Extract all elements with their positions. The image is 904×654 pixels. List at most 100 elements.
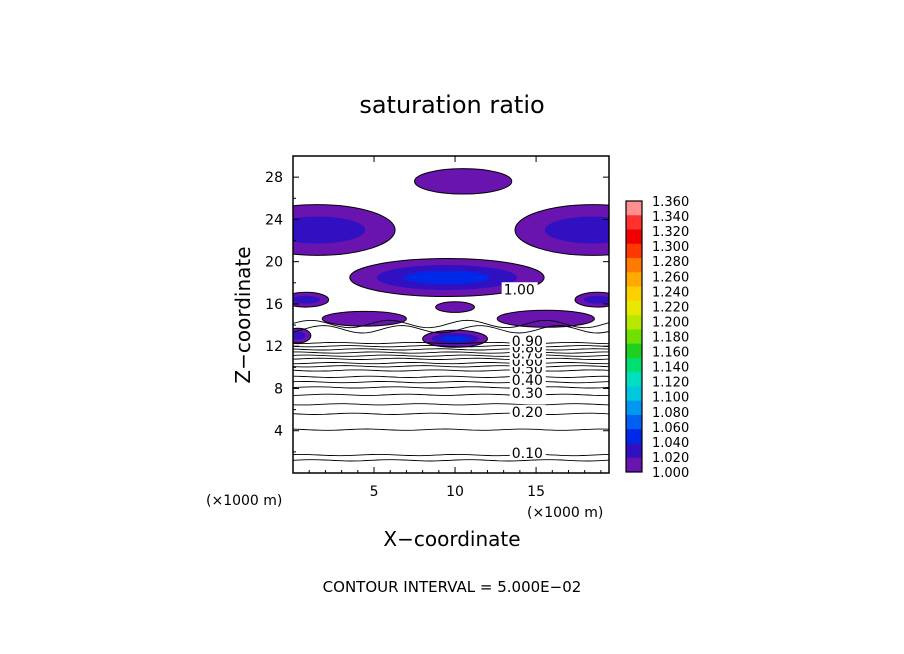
contour-line [293, 403, 609, 406]
colorbar-label: 1.360 [652, 195, 689, 210]
contour-line [293, 428, 609, 431]
contour-fill-level [544, 216, 609, 244]
contour-line [293, 357, 609, 360]
supersaturated-region [574, 291, 609, 308]
contour-interval-text: CONTOUR INTERVAL = 5.000E−02 [323, 578, 582, 596]
y-axis-ticks: 4 8 12 16 20 24 28 [265, 170, 609, 453]
colorbar-label: 1.220 [652, 300, 689, 315]
y-tick-label: 4 [274, 424, 283, 440]
colorbar-label: 1.260 [652, 270, 689, 285]
contour-line [293, 459, 609, 462]
contour-label: 0.40 [512, 373, 543, 389]
colorbar-swatch [626, 201, 642, 216]
colorbar-swatch [626, 258, 642, 273]
colorbar-swatch [626, 457, 642, 473]
colorbar-swatch [626, 443, 642, 459]
supersaturated-region [414, 168, 513, 195]
colorbar-swatch [626, 343, 642, 359]
contour-line [293, 375, 609, 378]
supersaturated-regions [293, 168, 609, 348]
colorbar-label: 1.160 [652, 346, 689, 361]
colorbar-label: 1.280 [652, 255, 689, 270]
colorbar-label: 1.040 [652, 436, 689, 451]
supersaturated-region [293, 327, 312, 344]
y-tick-label: 16 [265, 297, 283, 313]
contour-label: 1.00 [504, 282, 535, 298]
supersaturated-region [514, 204, 609, 256]
colorbar-label: 1.120 [652, 376, 689, 391]
colorbar-swatch [626, 300, 642, 316]
colorbar-label: 1.000 [652, 466, 689, 481]
colorbar-label: 1.340 [652, 210, 689, 225]
contour-label-bg [501, 282, 538, 296]
contour-fill-level [403, 270, 491, 285]
x-tick-label: 5 [370, 484, 379, 500]
y-tick-label: 12 [265, 339, 283, 355]
y-tick-label: 20 [265, 255, 283, 271]
contour-fill-level [293, 216, 366, 244]
contour-line [293, 348, 609, 351]
y-tick-label: 28 [265, 170, 283, 186]
y-tick-label: 8 [274, 381, 283, 397]
colorbar-label: 1.100 [652, 391, 689, 406]
contour-fill-level [583, 295, 609, 304]
contour-line [293, 319, 609, 329]
contour-line [293, 354, 609, 357]
colorbar-swatch [626, 386, 642, 402]
colorbar-label: 1.020 [652, 451, 689, 466]
contour-line [293, 341, 609, 345]
colorbar-label: 1.300 [652, 240, 689, 255]
contour-fill-level [414, 168, 513, 195]
colorbar-label: 1.320 [652, 225, 689, 240]
contour-fill-level [293, 295, 320, 304]
contour-label-bg [509, 404, 546, 418]
colorbar-swatch [626, 286, 642, 302]
contour-label: 0.90 [512, 334, 543, 350]
contour-label-bg [509, 334, 546, 348]
colorbar-label: 1.240 [652, 285, 689, 300]
contour-fill-level [435, 301, 475, 313]
colorbar-label: 1.200 [652, 315, 689, 330]
contour-label-bg [509, 446, 546, 460]
contour-label-bg [509, 385, 546, 399]
contour-line [293, 362, 609, 365]
supersaturated-region [293, 291, 330, 308]
colorbar-swatch [626, 429, 642, 444]
subsaturated-contour-lines [293, 319, 609, 462]
x-unit-label: (×1000 m) [527, 505, 603, 521]
x-tick-label: 10 [446, 484, 464, 500]
colorbar-swatch [626, 400, 642, 416]
contour-line [293, 369, 609, 372]
colorbar-swatch [626, 414, 642, 430]
contour-line [293, 345, 609, 348]
contour-fill-level [293, 331, 306, 340]
colorbar-swatch [626, 329, 642, 345]
supersaturated-region [293, 204, 396, 256]
colorbar-swatch [626, 372, 642, 387]
y-tick-label: 24 [265, 212, 283, 228]
colorbar-swatch [626, 243, 642, 259]
plot-frame [292, 155, 610, 474]
contour-line [293, 351, 609, 354]
colorbar-swatch [626, 229, 642, 245]
colorbar-swatch [626, 272, 642, 287]
contour-line [293, 393, 609, 396]
colorbar-label: 1.180 [652, 331, 689, 346]
colorbar-swatch [626, 357, 642, 373]
contour-line [293, 381, 609, 384]
plot-area [293, 156, 609, 473]
contour-fill-level [496, 309, 595, 328]
colorbar-swatch [626, 215, 642, 230]
colorbar-frame [625, 200, 643, 473]
contour-label: 0.30 [512, 386, 543, 402]
y-axis-label: Z−coordinate [231, 246, 255, 383]
colorbar-label: 1.080 [652, 406, 689, 421]
supersaturated-region [349, 258, 545, 298]
x-axis-label: X−coordinate [383, 527, 520, 551]
contour-labels: 0.100.200.300.400.500.600.700.800.901.00 [501, 282, 546, 462]
chart-title: saturation ratio [359, 91, 544, 119]
contour-fill-level [440, 335, 470, 342]
contour-label-bg [509, 373, 546, 387]
contour-line [293, 365, 609, 368]
